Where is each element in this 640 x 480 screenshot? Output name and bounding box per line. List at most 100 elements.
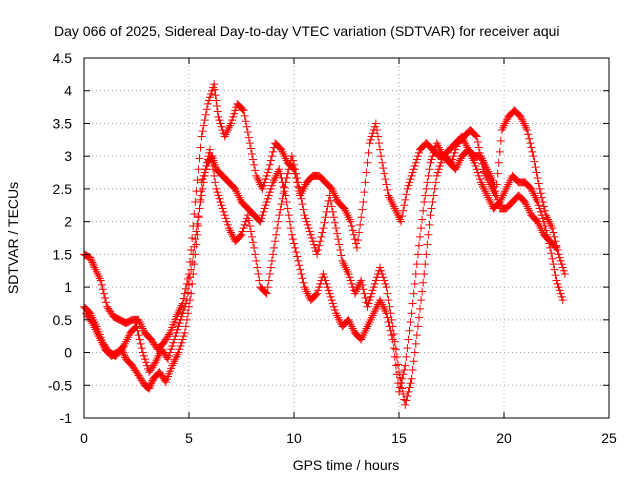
data-point: [299, 278, 308, 287]
data-point: [551, 242, 560, 251]
data-point: [187, 265, 196, 274]
data-point: [396, 383, 405, 392]
data-point: [365, 296, 374, 305]
data-point: [282, 174, 291, 182]
data-point: [216, 198, 225, 206]
data-point: [145, 382, 154, 391]
data-point: [407, 309, 416, 318]
data-point: [133, 326, 142, 335]
data-point: [370, 279, 379, 288]
data-point: [427, 204, 436, 213]
data-point: [407, 374, 416, 383]
data-point: [519, 196, 528, 205]
data-point: [158, 346, 167, 355]
data-point: [291, 165, 300, 174]
plot-frame: [83, 57, 610, 419]
data-point: [296, 189, 305, 198]
data-point: [401, 195, 410, 204]
data-point: [245, 139, 254, 148]
data-point: [320, 273, 329, 282]
data-point: [346, 276, 355, 285]
data-point: [403, 184, 412, 193]
data-point: [397, 379, 406, 388]
y-tick-label: 4: [64, 83, 72, 99]
data-point: [366, 292, 375, 301]
data-point: [347, 222, 356, 230]
data-point: [549, 228, 558, 237]
data-point: [119, 350, 128, 359]
data-point: [164, 332, 172, 341]
data-point: [238, 227, 247, 236]
data-point: [183, 274, 192, 283]
data-point: [195, 154, 204, 163]
data-point: [385, 302, 394, 311]
data-point: [434, 165, 443, 174]
data-point: [248, 232, 256, 241]
data-point: [383, 186, 392, 194]
data-point: [389, 344, 398, 353]
y-tick-label: 0: [64, 345, 72, 361]
data-point: [149, 361, 158, 370]
data-point: [296, 265, 305, 274]
data-point: [527, 143, 536, 152]
data-point: [308, 237, 317, 246]
data-point: [412, 260, 421, 269]
data-point: [120, 351, 129, 360]
data-point: [240, 220, 249, 229]
data-point: [335, 240, 344, 249]
data-point: [220, 211, 229, 220]
data-point: [135, 373, 144, 382]
data-point: [319, 224, 328, 233]
data-point: [292, 169, 301, 178]
data-point: [223, 220, 232, 229]
data-point: [221, 214, 230, 223]
data-point: [358, 205, 367, 214]
data-point: [548, 224, 557, 233]
data-point: [403, 392, 412, 401]
data-point: [391, 361, 400, 370]
data-point: [530, 157, 539, 166]
data-point: [242, 122, 251, 131]
data-point: [430, 184, 439, 193]
data-point: [263, 194, 272, 203]
data-point: [425, 165, 434, 174]
data-point: [383, 313, 392, 322]
data-point: [375, 139, 384, 148]
data-point: [267, 181, 276, 190]
data-point: [377, 152, 386, 161]
data-point: [211, 91, 220, 100]
data-point: [269, 147, 277, 156]
data-point: [201, 110, 210, 119]
data-point: [300, 211, 309, 220]
data-point: [244, 216, 253, 225]
x-tick-label: 20: [496, 430, 512, 446]
data-point: [411, 270, 420, 278]
data-point: [279, 189, 288, 198]
data-point: [293, 252, 302, 261]
data-point: [162, 353, 171, 362]
data-point: [409, 165, 418, 174]
data-point: [366, 135, 375, 144]
data-point: [402, 352, 411, 361]
data-point: [371, 276, 380, 285]
data-point: [326, 196, 335, 205]
data-point: [179, 306, 188, 314]
data-point: [102, 298, 111, 307]
y-tick-label: 3: [64, 148, 72, 164]
data-point: [364, 148, 373, 157]
data-point: [189, 250, 198, 259]
data-point: [231, 106, 240, 115]
data-point: [429, 191, 438, 200]
data-point: [398, 212, 407, 221]
data-point: [261, 201, 270, 210]
data-point: [364, 299, 373, 308]
data-point: [96, 276, 105, 285]
data-point: [422, 184, 431, 193]
data-point: [134, 371, 143, 380]
data-point: [201, 165, 210, 174]
data-point: [161, 335, 170, 344]
data-point: [146, 366, 155, 375]
data-point: [422, 250, 431, 259]
data-point: [136, 374, 145, 383]
